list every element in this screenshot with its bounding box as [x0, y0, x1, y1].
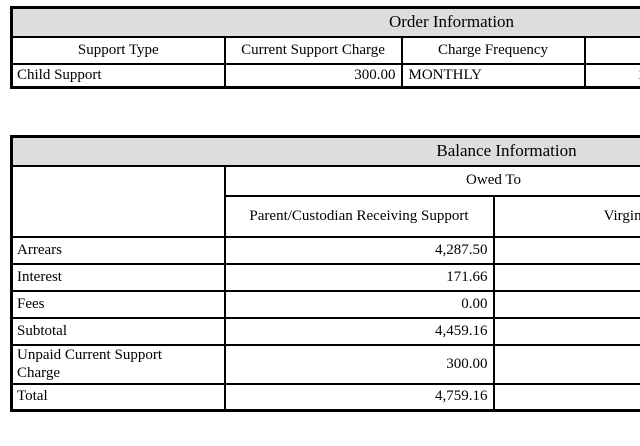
- order-current-support-charge-cell: 300.00: [223, 62, 403, 89]
- column-header-fourth: [583, 35, 640, 65]
- balance-table-title: Balance Information: [10, 135, 640, 167]
- balance-row-arrears: Arrears 4,287.50: [10, 235, 640, 265]
- balance-information-table: Balance Information Owed To Parent/Custo…: [10, 135, 640, 412]
- parent-amount-cell: 171.66: [223, 262, 495, 292]
- order-support-type-cell: Child Support: [10, 62, 226, 89]
- row-label: Fees: [10, 289, 226, 319]
- balance-row-interest: Interest 171.66: [10, 262, 640, 292]
- column-header-agency: Virginia: [492, 194, 640, 238]
- column-header-support-type: Support Type: [10, 35, 226, 65]
- balance-corner-cell: [10, 164, 226, 238]
- owed-to-group-header: Owed To: [223, 164, 640, 197]
- parent-amount-cell: 300.00: [223, 343, 495, 385]
- order-charge-frequency-cell: MONTHLY: [400, 62, 586, 89]
- balance-row-total: Total 4,759.16: [10, 382, 640, 412]
- column-header-current-support-charge: Current Support Charge: [223, 35, 403, 65]
- agency-amount-cell: [492, 382, 640, 412]
- row-label: Unpaid Current Support Charge: [10, 343, 226, 385]
- order-fourth-column-cell: 1: [583, 62, 640, 89]
- agency-amount-cell: [492, 289, 640, 319]
- parent-amount-cell: 4,759.16: [223, 382, 495, 412]
- order-information-table: Order Information Support Type Current S…: [10, 6, 640, 89]
- balance-row-subtotal: Subtotal 4,459.16: [10, 316, 640, 346]
- parent-amount-cell: 4,459.16: [223, 316, 495, 346]
- row-label: Interest: [10, 262, 226, 292]
- agency-amount-cell: [492, 316, 640, 346]
- balance-row-fees: Fees 0.00: [10, 289, 640, 319]
- agency-amount-cell: [492, 235, 640, 265]
- row-label: Arrears: [10, 235, 226, 265]
- agency-amount-cell: [492, 343, 640, 385]
- parent-amount-cell: 4,287.50: [223, 235, 495, 265]
- row-label: Subtotal: [10, 316, 226, 346]
- order-row: Child Support 300.00 MONTHLY 1: [10, 62, 640, 89]
- order-table-title: Order Information: [10, 6, 640, 38]
- parent-amount-cell: 0.00: [223, 289, 495, 319]
- balance-row-unpaid-current-support-charge: Unpaid Current Support Charge 300.00: [10, 343, 640, 385]
- column-header-parent-custodian: Parent/Custodian Receiving Support: [223, 194, 495, 238]
- agency-amount-cell: [492, 262, 640, 292]
- column-header-charge-frequency: Charge Frequency: [400, 35, 586, 65]
- row-label: Total: [10, 382, 226, 412]
